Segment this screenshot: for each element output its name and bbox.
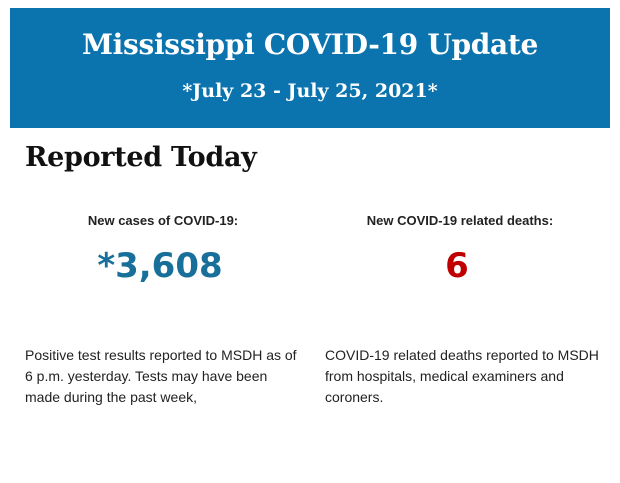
header-banner: Mississippi COVID-19 Update *July 23 - J… [10,8,610,128]
deaths-label: New COVID-19 related deaths: [366,213,554,228]
date-range: *July 23 - July 25, 2021* [182,80,438,102]
section-heading: Reported Today [25,142,257,173]
page-title: Mississippi COVID-19 Update [81,28,538,61]
cases-label: New cases of COVID-19: [87,213,239,228]
cases-value: *3,608 [97,246,223,286]
cases-description: Positive test results reported to MSDH a… [25,347,297,405]
deaths-value: 6 [445,246,469,286]
deaths-description: COVID-19 related deaths reported to MSDH… [325,347,599,405]
